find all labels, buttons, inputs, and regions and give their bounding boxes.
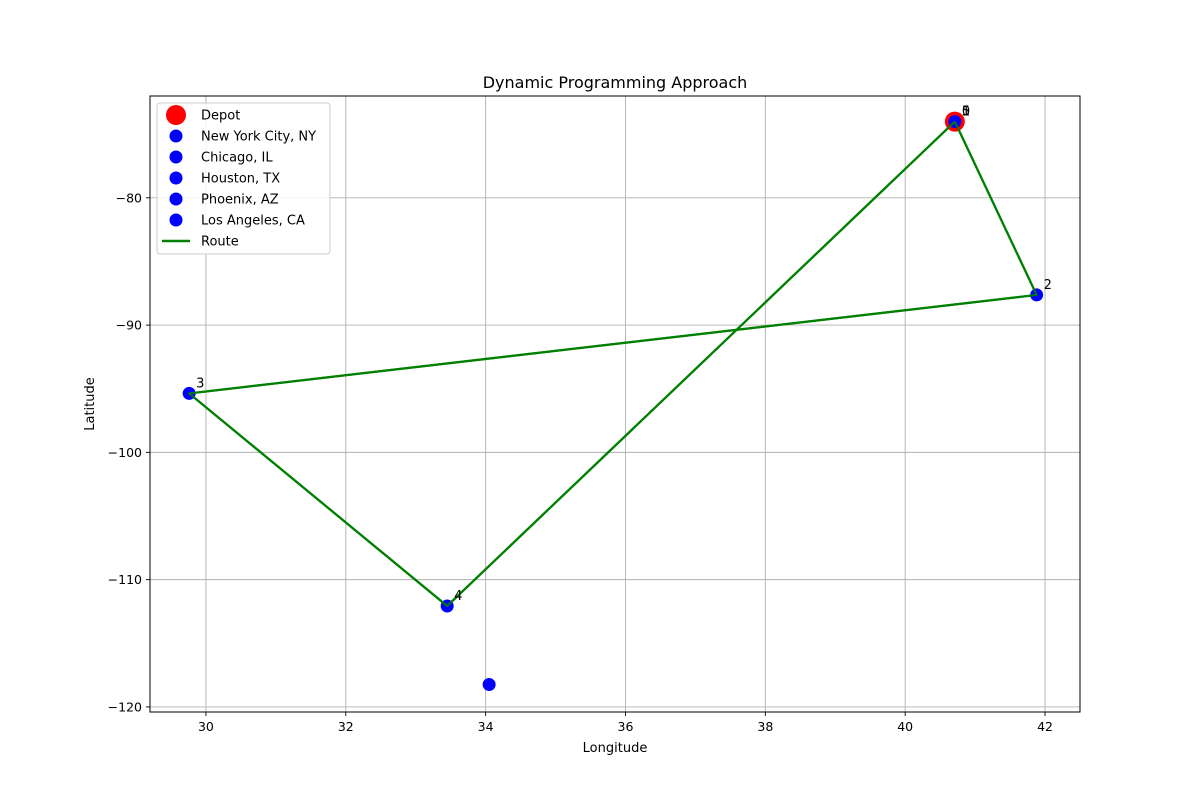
route-line-overlay [188, 120, 1038, 608]
legend-label: Route [201, 235, 239, 250]
legend-label: Chicago, IL [201, 151, 273, 166]
y-tick-label: −120 [108, 699, 142, 714]
legend-box [156, 102, 331, 255]
chart-title: Dynamic Programming Approach [483, 73, 748, 92]
legend-label: Los Angeles, CA [201, 214, 305, 229]
point-label: 5 [962, 105, 970, 120]
legend-label: Houston, TX [201, 172, 280, 187]
x-tick-label: 34 [478, 719, 494, 734]
legend-city-marker [169, 150, 183, 164]
y-tick-label: −80 [116, 190, 142, 205]
x-axis-ticks: 30 32 34 36 38 40 42 [198, 712, 1053, 734]
legend: Depot New York City, NY Chicago, IL Houston… [156, 102, 331, 255]
points-layer [182, 111, 1044, 692]
x-tick-label: 42 [1037, 719, 1053, 734]
legend-city-marker [169, 129, 183, 143]
y-axis-label: Latitude [83, 377, 98, 431]
point-label: 4 [454, 589, 462, 604]
y-tick-label: −110 [108, 572, 142, 587]
x-tick-label: 40 [897, 719, 913, 734]
x-axis-label: Longitude [583, 741, 648, 756]
y-tick-label: −100 [108, 445, 142, 460]
legend-city-marker [169, 213, 183, 227]
grid-lines [150, 96, 1080, 712]
x-tick-label: 38 [757, 719, 773, 734]
legend-depot-marker [166, 105, 186, 125]
point-labels: 01 2 3 4 5 [196, 105, 1052, 604]
legend-label: Phoenix, AZ [201, 193, 279, 208]
legend-label: Depot [201, 109, 240, 124]
plot-frame [149, 95, 1081, 713]
x-tick-label: 30 [198, 719, 214, 734]
point-label: 3 [196, 376, 204, 391]
x-tick-label: 32 [338, 719, 354, 734]
y-tick-label: −90 [116, 318, 142, 333]
legend-city-marker [169, 171, 183, 185]
point-label: 1 [962, 105, 970, 120]
point-label: 0 [962, 105, 970, 120]
x-tick-label: 36 [618, 719, 634, 734]
y-axis-ticks: −120 −110 −100 −90 −80 [108, 190, 150, 714]
city-marker [482, 678, 496, 692]
legend-items: Depot New York City, NY Chicago, IL Houston… [162, 105, 316, 250]
point-label: 2 [1044, 278, 1052, 293]
legend-city-marker [169, 192, 183, 206]
legend-label: New York City, NY [201, 130, 316, 145]
